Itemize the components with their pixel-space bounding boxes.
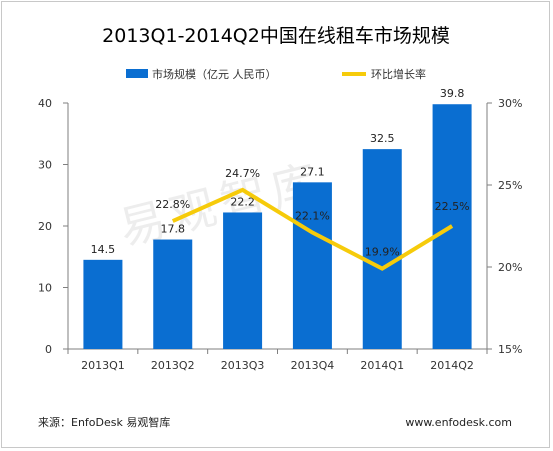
- y-left-tick-label: 10: [38, 282, 52, 295]
- bar: [223, 212, 263, 349]
- bar: [153, 239, 193, 349]
- chart-title: 2013Q1-2014Q2中国在线租车市场规模: [102, 25, 450, 47]
- y-left-tick-label: 0: [45, 343, 52, 356]
- y-right-tick-label: 25%: [498, 179, 522, 192]
- x-tick-label: 2014Q1: [360, 359, 404, 372]
- website-note: www.enfodesk.com: [405, 416, 512, 429]
- bar: [292, 182, 332, 349]
- plot-area: 0 10 20 30 40 15% 20% 25% 30% 2013Q1 2013Q2 2013Q3 2…: [38, 87, 522, 372]
- y-right-tick-label: 15%: [498, 343, 522, 356]
- growth-line: [171, 187, 454, 271]
- bar: [83, 259, 123, 349]
- x-tick-label: 2013Q2: [151, 359, 195, 372]
- bar-value-label: 39.8: [440, 87, 465, 100]
- growth-value-label: 22.8%: [155, 198, 190, 211]
- growth-value-label: 19.9%: [365, 246, 400, 259]
- y-right-tick-label: 30%: [498, 97, 522, 110]
- legend-line-label: 环比增长率: [371, 67, 426, 81]
- growth-value-label: 24.7%: [225, 167, 260, 180]
- growth-value-label: 22.5%: [435, 200, 470, 213]
- source-note: 来源：EnfoDesk 易观智库: [38, 415, 170, 429]
- x-tick-label: 2013Q1: [81, 359, 125, 372]
- legend-bar-swatch: [126, 69, 148, 78]
- bar-value-label: 27.1: [300, 165, 325, 178]
- bar: [362, 149, 402, 349]
- x-tick-label: 2013Q4: [291, 359, 335, 372]
- bar-value-label: 22.2: [230, 195, 255, 208]
- bar-value-label: 14.5: [91, 243, 116, 256]
- bar-value-label: 17.8: [161, 223, 186, 236]
- y-left-tick-label: 20: [38, 220, 52, 233]
- y-right-tick-label: 20%: [498, 261, 522, 274]
- legend: 市场规模（亿元 人民币） 环比增长率: [126, 67, 426, 81]
- x-tick-label: 2013Q3: [221, 359, 265, 372]
- growth-value-label: 22.1%: [295, 210, 330, 223]
- y-left-tick-label: 30: [38, 159, 52, 172]
- y-left-tick-label: 40: [38, 97, 52, 110]
- bar-value-label: 32.5: [370, 132, 395, 145]
- x-tick-label: 2014Q2: [430, 359, 474, 372]
- legend-bar-label: 市场规模（亿元 人民币）: [152, 67, 277, 81]
